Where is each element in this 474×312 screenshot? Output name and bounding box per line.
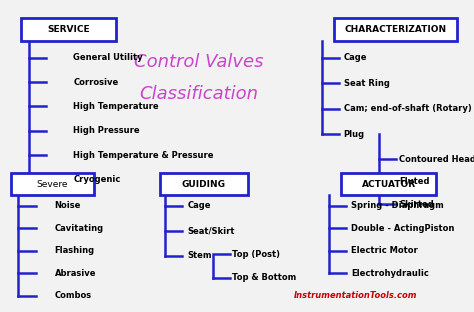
- Text: Fluted: Fluted: [399, 177, 429, 186]
- Text: Control Valves: Control Valves: [134, 53, 264, 71]
- FancyBboxPatch shape: [341, 173, 436, 195]
- Text: Double - ActingPiston: Double - ActingPiston: [351, 224, 454, 233]
- Text: InstrumentationTools.com: InstrumentationTools.com: [294, 290, 418, 300]
- Text: Plug: Plug: [344, 130, 365, 139]
- Text: Corrosive: Corrosive: [73, 78, 118, 86]
- Text: Electric Motor: Electric Motor: [351, 246, 418, 255]
- Text: Abrasive: Abrasive: [55, 269, 96, 278]
- Text: Seat/Skirt: Seat/Skirt: [187, 227, 235, 235]
- FancyBboxPatch shape: [11, 173, 94, 195]
- Text: Flashing: Flashing: [55, 246, 95, 255]
- Text: Contoured Head: Contoured Head: [399, 155, 474, 163]
- Text: Seat Ring: Seat Ring: [344, 79, 390, 88]
- Text: Cam; end-of-shaft (Rotary): Cam; end-of-shaft (Rotary): [344, 105, 472, 113]
- Text: High Temperature & Pressure: High Temperature & Pressure: [73, 151, 214, 159]
- Text: Cage: Cage: [187, 202, 211, 210]
- Text: Electrohydraulic: Electrohydraulic: [351, 269, 428, 278]
- Text: High Temperature: High Temperature: [73, 102, 159, 111]
- Text: SERVICE: SERVICE: [47, 25, 90, 34]
- Text: Stem: Stem: [187, 251, 212, 260]
- FancyBboxPatch shape: [334, 18, 457, 41]
- Text: Top & Bottom: Top & Bottom: [232, 273, 297, 282]
- Text: GUIDING: GUIDING: [182, 180, 226, 188]
- Text: Skirted: Skirted: [399, 200, 434, 208]
- Text: ACTUATOR: ACTUATOR: [362, 180, 416, 188]
- Text: Classification: Classification: [139, 85, 259, 103]
- Text: CHARACTERIZATION: CHARACTERIZATION: [345, 25, 447, 34]
- Text: High Pressure: High Pressure: [73, 126, 140, 135]
- Text: Severe: Severe: [36, 180, 68, 188]
- Text: Cryogenic: Cryogenic: [73, 175, 121, 184]
- Text: Noise: Noise: [55, 202, 81, 210]
- FancyBboxPatch shape: [21, 18, 116, 41]
- FancyBboxPatch shape: [160, 173, 247, 195]
- Text: Combos: Combos: [55, 291, 91, 300]
- Text: Cavitating: Cavitating: [55, 224, 104, 233]
- Text: Top (Post): Top (Post): [232, 250, 280, 259]
- Text: Cage: Cage: [344, 53, 367, 62]
- Text: Spring - Diaphragm: Spring - Diaphragm: [351, 202, 444, 210]
- Text: General Utility: General Utility: [73, 53, 143, 62]
